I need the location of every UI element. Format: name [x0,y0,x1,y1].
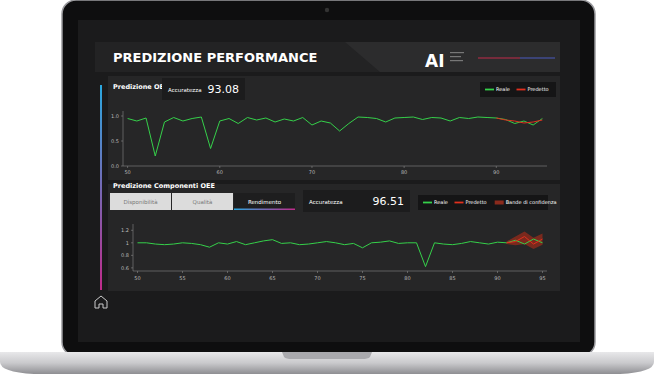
y-tick-label: 0.0 [111,163,119,169]
tab[interactable] [110,193,171,210]
x-tick-label: 80 [404,275,410,281]
legend-label: Reale [434,199,448,205]
legend-label: Predetto [528,86,549,92]
x-tick-label: 90 [494,275,500,281]
x-tick [404,166,405,168]
chart-title: Predizione Componenti OEE [113,182,215,190]
laptop-bezel [62,0,595,356]
y-tick [121,116,123,117]
chart-panel [108,184,560,291]
y-tick [121,141,123,142]
tab-label[interactable]: Disponibilità [123,199,157,206]
accuracy-label: Accuratezza [309,199,343,205]
accuracy-value: 93.08 [208,83,240,96]
y-axis [123,111,124,166]
x-tick-label: 75 [359,275,365,281]
line-series [138,239,543,267]
x-tick [407,271,408,273]
legend-swatch [485,89,494,91]
logo-deco [450,52,464,53]
laptop-base [0,352,654,374]
x-tick [127,166,128,168]
legend-swatch [423,202,432,204]
logo-deco [450,60,463,61]
x-tick [362,271,363,273]
accuracy-box [303,190,410,212]
tab[interactable] [172,193,233,210]
tab[interactable] [234,193,295,210]
logo-deco [450,56,461,57]
legend-swatch [495,201,504,205]
y-tick-label: 1.0 [111,113,119,119]
line-series [128,117,543,156]
page: PREDIZIONE PERFORMANCEAIPredizione OEEAc… [0,0,654,375]
legend-swatch [455,202,464,204]
line-series [496,118,542,123]
y-tick [121,166,123,167]
legend-label: Bande di confidenza [506,199,557,205]
y-tick-label: 1.2 [121,227,129,233]
y-tick-label: 1 [126,240,129,246]
line-series [507,237,543,245]
x-tick-label: 50 [124,169,130,175]
legend-swatch [517,89,526,91]
x-tick [497,271,498,273]
x-tick [311,166,312,168]
logo: AI [425,51,444,71]
x-tick-label: 85 [449,275,455,281]
x-axis [123,166,547,167]
tab-label[interactable]: Qualità [193,199,213,205]
x-tick [317,271,318,273]
camera [325,8,329,12]
x-tick [452,271,453,273]
legend-label: Predetto [466,199,487,205]
side-bar [100,85,102,290]
legend-label: Reale [496,86,510,92]
tab-underline [234,209,295,211]
accuracy-box [162,78,245,100]
x-tick-label: 55 [179,275,185,281]
x-tick [182,271,183,273]
x-tick-label: 95 [539,275,545,281]
x-tick [272,271,273,273]
y-tick [131,242,133,243]
laptop-notch [282,352,372,359]
chart-title: Predizione OEE [113,83,168,91]
accuracy-label: Accuratezza [168,87,202,93]
header-band [95,42,560,72]
screen [78,20,580,342]
x-tick [496,166,497,168]
y-tick [131,267,133,268]
x-tick-label: 90 [493,169,499,175]
tab-label[interactable]: Rendimento [248,199,282,205]
y-tick-label: 0.5 [111,138,119,144]
x-tick-label: 50 [134,275,140,281]
x-tick-label: 65 [269,275,275,281]
header-deco [478,58,520,59]
x-tick [227,271,228,273]
page-title: PREDIZIONE PERFORMANCE [113,50,317,65]
y-tick-label: 0.6 [121,265,129,271]
x-tick-label: 70 [314,275,320,281]
y-axis [133,224,134,271]
accuracy-value: 96.51 [373,195,405,208]
x-tick-label: 60 [217,169,223,175]
header-shape [345,42,560,72]
y-tick [131,230,133,231]
home-icon[interactable] [95,296,107,308]
x-tick [219,166,220,168]
y-tick-label: 0.8 [121,252,129,258]
x-axis [133,271,547,272]
plot-area [138,232,543,267]
header-deco [520,58,555,59]
x-tick-label: 70 [309,169,315,175]
x-tick [137,271,138,273]
chart-panel [108,76,560,180]
plot-area [128,117,543,156]
y-tick [131,255,133,256]
x-tick-label: 80 [401,169,407,175]
x-tick [542,271,543,273]
legend-box [480,82,556,97]
x-tick-label: 60 [224,275,230,281]
